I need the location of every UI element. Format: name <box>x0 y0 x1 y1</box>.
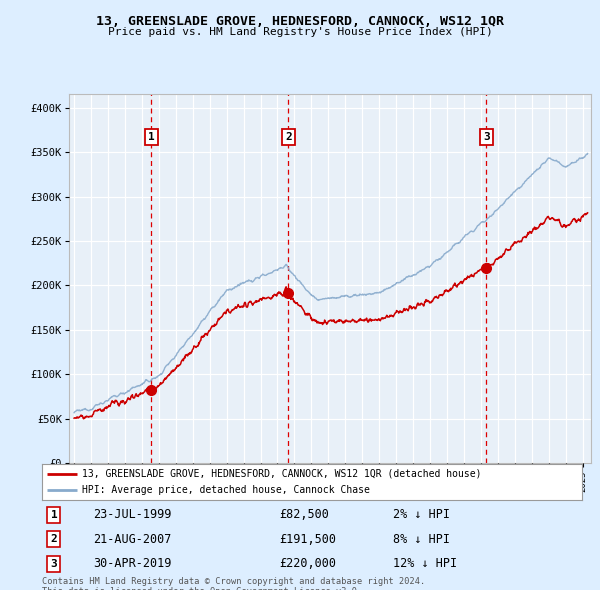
Text: £220,000: £220,000 <box>280 557 337 570</box>
Text: 23-JUL-1999: 23-JUL-1999 <box>94 509 172 522</box>
Text: 1: 1 <box>148 132 155 142</box>
Text: 2% ↓ HPI: 2% ↓ HPI <box>393 509 450 522</box>
Text: £82,500: £82,500 <box>280 509 329 522</box>
Text: 2: 2 <box>50 535 57 544</box>
Text: 21-AUG-2007: 21-AUG-2007 <box>94 533 172 546</box>
Text: 1: 1 <box>50 510 57 520</box>
Text: 12% ↓ HPI: 12% ↓ HPI <box>393 557 457 570</box>
Text: 3: 3 <box>483 132 490 142</box>
Text: 30-APR-2019: 30-APR-2019 <box>94 557 172 570</box>
Text: 13, GREENSLADE GROVE, HEDNESFORD, CANNOCK, WS12 1QR: 13, GREENSLADE GROVE, HEDNESFORD, CANNOC… <box>96 15 504 28</box>
Text: HPI: Average price, detached house, Cannock Chase: HPI: Average price, detached house, Cann… <box>83 485 370 495</box>
Text: 2: 2 <box>285 132 292 142</box>
Text: 13, GREENSLADE GROVE, HEDNESFORD, CANNOCK, WS12 1QR (detached house): 13, GREENSLADE GROVE, HEDNESFORD, CANNOC… <box>83 469 482 479</box>
Text: £191,500: £191,500 <box>280 533 337 546</box>
Text: 8% ↓ HPI: 8% ↓ HPI <box>393 533 450 546</box>
Text: Price paid vs. HM Land Registry's House Price Index (HPI): Price paid vs. HM Land Registry's House … <box>107 27 493 37</box>
Text: 3: 3 <box>50 559 57 569</box>
Text: Contains HM Land Registry data © Crown copyright and database right 2024.
This d: Contains HM Land Registry data © Crown c… <box>42 577 425 590</box>
